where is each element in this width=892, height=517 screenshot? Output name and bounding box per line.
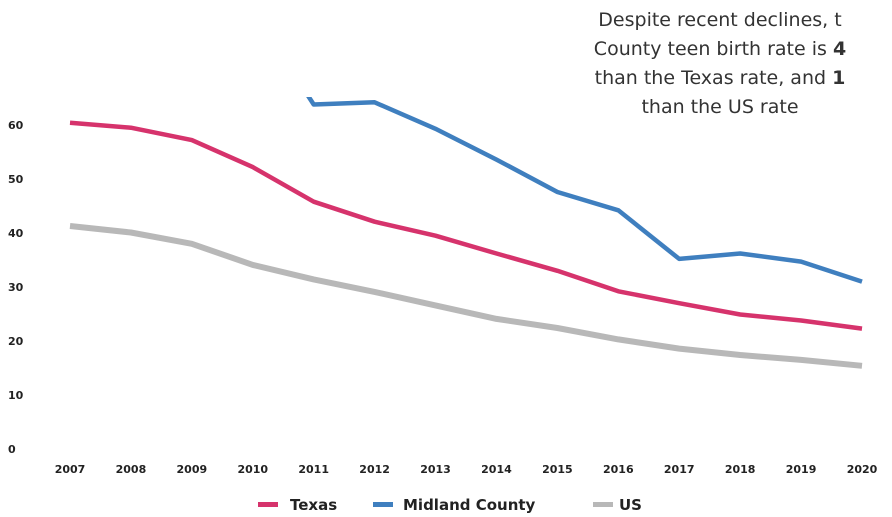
x-tick-label: 2010	[237, 463, 268, 476]
legend-label-texas: Texas	[290, 496, 337, 514]
series-line-midland-county	[306, 97, 863, 284]
x-axis: 2007 2008 2009 2010 2011 2012 2013 2014 2015 2016…	[55, 463, 878, 476]
annotation-line-4: than the US rate	[641, 96, 799, 118]
y-tick-label: 50	[8, 173, 24, 186]
y-tick-label: 60	[8, 119, 24, 132]
y-tick-label: 20	[8, 335, 24, 348]
annotation-line-3: than the Texas rate, and 1	[594, 67, 846, 89]
chart-annotation: Despite recent declines, t County teen b…	[440, 6, 892, 122]
legend-label-us: US	[619, 496, 642, 514]
y-tick-label: 0	[8, 443, 16, 456]
x-tick-label: 2007	[55, 463, 86, 476]
legend: Texas Midland County US	[258, 496, 642, 514]
legend-label-midland-county: Midland County	[403, 496, 536, 514]
plot-area	[69, 97, 863, 369]
x-tick-label: 2016	[603, 463, 634, 476]
x-tick-label: 2018	[725, 463, 756, 476]
legend-swatch-texas	[258, 502, 278, 507]
legend-swatch-midland-county	[373, 502, 393, 507]
series-line-texas	[69, 120, 863, 331]
y-axis: 0 10 20 30 40 50 60	[8, 119, 24, 456]
x-tick-label: 2011	[298, 463, 329, 476]
y-tick-label: 10	[8, 389, 24, 402]
annotation-line-1: Despite recent declines, t	[598, 9, 842, 31]
annotation-line-2: County teen birth rate is 4	[593, 38, 847, 60]
legend-swatch-us	[593, 502, 613, 507]
x-tick-label: 2020	[847, 463, 878, 476]
series-line-us	[69, 223, 863, 369]
y-tick-label: 30	[8, 281, 24, 294]
x-tick-label: 2008	[116, 463, 147, 476]
x-tick-label: 2013	[420, 463, 451, 476]
x-tick-label: 2014	[481, 463, 512, 476]
x-tick-label: 2017	[664, 463, 695, 476]
x-tick-label: 2012	[359, 463, 390, 476]
y-tick-label: 40	[8, 227, 24, 240]
x-tick-label: 2015	[542, 463, 573, 476]
x-tick-label: 2019	[786, 463, 817, 476]
x-tick-label: 2009	[177, 463, 208, 476]
